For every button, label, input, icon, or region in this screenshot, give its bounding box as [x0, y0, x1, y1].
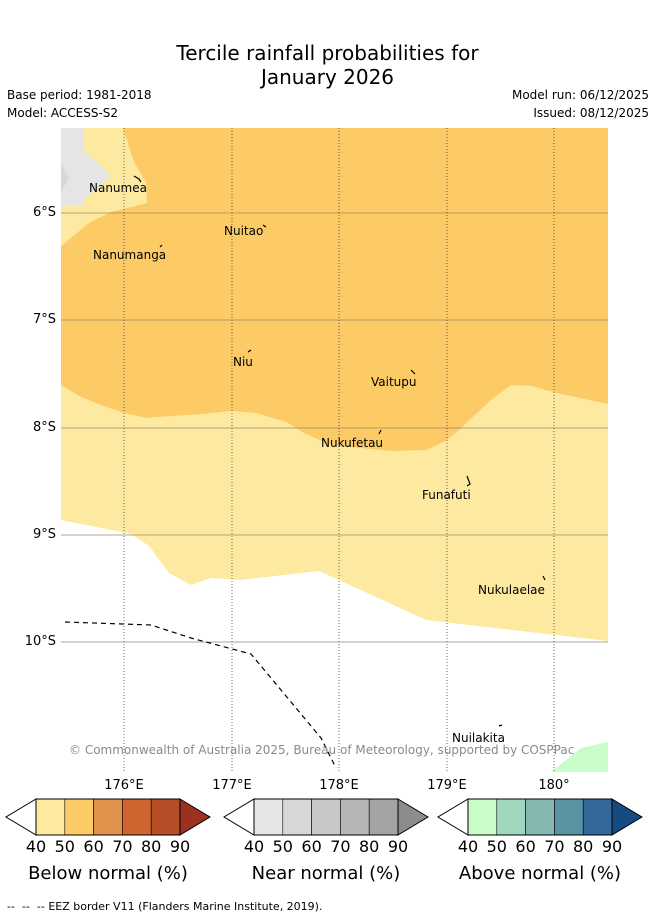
latitude-gridlines: [61, 212, 608, 643]
longitude-gridlines: [123, 128, 555, 772]
tick-label: 80: [573, 837, 594, 856]
lon-label-176e: 176°E: [104, 778, 144, 793]
model-run: Model run: 06/12/2025: [511, 88, 649, 102]
above-40-region: [551, 742, 608, 772]
copyright-text: © Commonwealth of Australia 2025, Bureau…: [69, 743, 575, 757]
map-svg: [61, 128, 608, 772]
eez-legend-dash: -- -- --: [7, 900, 49, 913]
tick-label: 70: [330, 837, 351, 856]
above-swatch-4: [554, 798, 584, 836]
tick-label: 80: [141, 837, 162, 856]
tick-label: 50: [54, 837, 75, 856]
place-nuilakita: Nuilakita: [452, 731, 505, 745]
below-50-region: [61, 128, 608, 451]
lon-label-177e: 177°E: [212, 778, 252, 793]
tick-label: 80: [359, 837, 380, 856]
place-nanumanga: Nanumanga: [93, 248, 167, 262]
tick-label: 60: [301, 837, 322, 856]
place-nukufetau: Nukufetau: [321, 436, 384, 450]
near-normal-label: Near normal (%): [251, 863, 401, 884]
issued-date: Issued: 08/12/2025: [533, 106, 649, 120]
below-swatch-5: [150, 798, 181, 836]
tick-label: 50: [272, 837, 293, 856]
lon-label-178e: 178°E: [319, 778, 359, 793]
above-swatch-3: [525, 798, 555, 836]
lon-label-180: 180°: [538, 778, 570, 793]
tick-label: 40: [457, 837, 479, 856]
below-swatch-1: [35, 798, 66, 836]
near-swatch-5: [368, 798, 399, 836]
eez-note-text: EEZ border V11 (Flanders Marine Institut…: [48, 900, 323, 913]
lon-label-179e: 179°E: [427, 778, 467, 793]
lat-label-9s: 9°S: [32, 527, 56, 542]
tick-label: 50: [486, 837, 507, 856]
colorbar-below: [5, 798, 211, 836]
below-high-arrow: [179, 798, 211, 836]
lat-label-6s: 6°S: [32, 205, 56, 220]
near-40-region: [61, 128, 111, 205]
above-low-arrow: [437, 798, 469, 836]
tick-label: 40: [243, 837, 265, 856]
base-period: Base period: 1981-2018: [7, 88, 152, 102]
above-swatch-5: [582, 798, 613, 836]
tick-label: 40: [25, 837, 47, 856]
near-swatch-3: [311, 798, 341, 836]
tick-label: 90: [387, 837, 409, 856]
colorbars: [5, 798, 643, 836]
place-vaitupu: Vaitupu: [371, 375, 417, 389]
below-normal-label: Below normal (%): [28, 863, 188, 884]
near-swatch-2: [282, 798, 312, 836]
tick-label: 60: [83, 837, 104, 856]
lat-label-8s: 8°S: [32, 420, 56, 435]
model-name: Model: ACCESS-S2: [7, 106, 119, 120]
tick-label: 60: [515, 837, 536, 856]
above-swatch-2: [496, 798, 526, 836]
below-low-arrow: [5, 798, 37, 836]
map-title-line1: Tercile rainfall probabilities for: [176, 41, 479, 65]
tick-label: 90: [601, 837, 623, 856]
tick-label: 70: [544, 837, 565, 856]
above-normal-label: Above normal (%): [458, 863, 622, 884]
place-nukulaelae: Nukulaelae: [478, 583, 545, 597]
near-low-arrow: [223, 798, 255, 836]
rainfall-map: Nanumea Nuitao Nanumanga Niu Vaitupu Nuk…: [61, 128, 608, 772]
place-niu: Niu: [233, 355, 253, 369]
tick-label: 90: [169, 837, 191, 856]
eez-legend-note: -- -- -- EEZ border V11 (Flanders Marine…: [7, 900, 322, 913]
place-nanumea: Nanumea: [89, 181, 147, 195]
place-funafuti: Funafuti: [422, 488, 471, 502]
colorbar-near: [223, 798, 429, 836]
eez-border: [64, 621, 337, 769]
near-swatch-4: [340, 798, 370, 836]
below-swatch-4: [122, 798, 152, 836]
tick-label: 70: [112, 837, 133, 856]
below-swatch-2: [64, 798, 94, 836]
near-swatch-1: [253, 798, 284, 836]
below-swatch-3: [93, 798, 123, 836]
place-nuitao: Nuitao: [224, 224, 264, 238]
near-high-arrow: [397, 798, 429, 836]
above-high-arrow: [611, 798, 643, 836]
above-swatch-1: [467, 798, 498, 836]
island-marks: [133, 175, 546, 727]
colorbar-above: [437, 798, 643, 836]
near-40-inner: [61, 164, 69, 192]
lat-label-10s: 10°S: [24, 634, 56, 649]
map-title-line2: January 2026: [260, 65, 395, 89]
lat-label-7s: 7°S: [32, 312, 56, 327]
